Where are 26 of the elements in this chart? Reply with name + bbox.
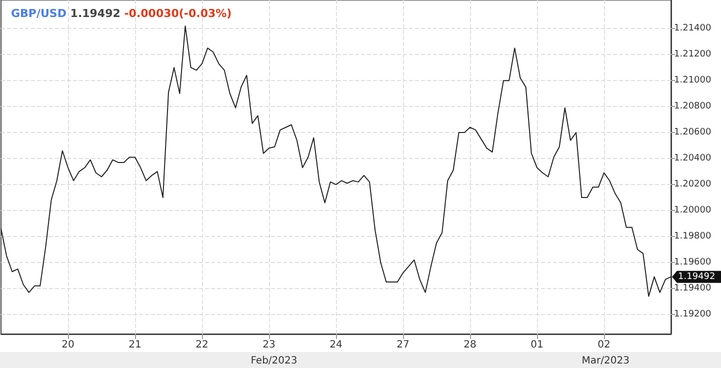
y-tick-label: 1.20000 xyxy=(674,206,712,216)
x-tick-label: 24 xyxy=(330,340,342,350)
text: Feb/2023 xyxy=(250,356,298,366)
x-tick-label: 22 xyxy=(196,340,208,350)
x-tick-label: 23 xyxy=(262,340,276,350)
x-tick-label: 20 xyxy=(62,340,74,350)
text: 1.19492 xyxy=(678,272,716,282)
y-tick-label: 1.20600 xyxy=(674,128,712,138)
x-tick-label: 01 xyxy=(530,340,544,350)
y-tick-label: 1.20800 xyxy=(674,102,712,112)
y-tick-label: 1.20400 xyxy=(674,154,712,164)
x-tick-label: 27 xyxy=(396,340,410,350)
y-tick-label: 1.19400 xyxy=(674,284,712,294)
y-tick-label: 1.21000 xyxy=(674,76,712,86)
x-tick-label: 21 xyxy=(128,340,142,350)
y-tick-label: 1.20200 xyxy=(674,180,712,190)
y-tick-label: 1.19600 xyxy=(674,258,712,268)
y-tick-label: 1.19800 xyxy=(674,232,712,242)
line-series xyxy=(0,25,672,297)
x-tick-label: 02 xyxy=(598,340,610,350)
text: Mar/2023 xyxy=(582,356,630,366)
y-tick-label: 1.21400 xyxy=(674,24,712,34)
y-tick-label: 1.21200 xyxy=(674,50,712,60)
y-tick-label: 1.19200 xyxy=(674,310,712,320)
x-tick-label: 28 xyxy=(464,340,476,350)
text: GBP/USD 1.19492 -0.00030(-0.03%) xyxy=(11,7,232,20)
